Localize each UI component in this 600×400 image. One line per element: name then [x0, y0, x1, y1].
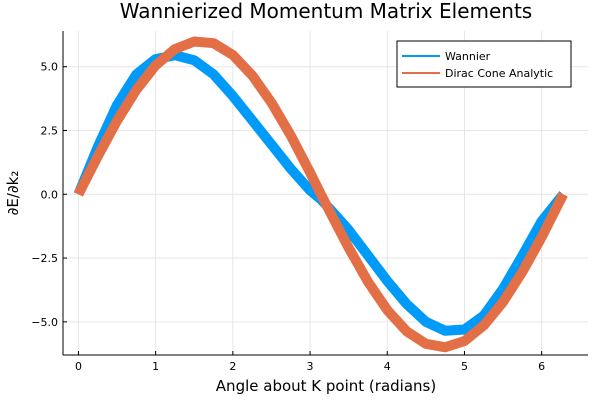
y-tick-label: −2.5 [31, 252, 58, 265]
y-tick-label: 2.5 [41, 124, 59, 137]
legend-box [396, 40, 572, 88]
x-tick-label: 5 [461, 360, 468, 373]
x-tick-label: 1 [152, 360, 159, 373]
ticks: 0 1 2 3 4 5 6 −5.0 −2.5 0.0 2.5 5.0 [31, 61, 545, 373]
chart-title: Wannierized Momentum Matrix Elements [120, 0, 532, 23]
y-tick-label: 0.0 [41, 188, 59, 201]
x-tick-label: 2 [229, 360, 236, 373]
y-tick-label: 5.0 [41, 61, 59, 74]
x-tick-label: 0 [75, 360, 82, 373]
series-dirac-line [73, 36, 568, 353]
legend-label-wannier: Wannier [445, 50, 491, 63]
y-axis-label: ∂E/∂k₂ [4, 171, 22, 216]
axes [62, 31, 588, 356]
legend: Wannier Dirac Cone Analytic [396, 40, 572, 88]
y-tick-label: −5.0 [31, 316, 58, 329]
x-axis-label: Angle about K point (radians) [216, 377, 436, 395]
x-tick-label: 4 [384, 360, 391, 373]
legend-label-dirac: Dirac Cone Analytic [445, 67, 553, 80]
x-tick-label: 6 [538, 360, 545, 373]
x-tick-label: 3 [307, 360, 314, 373]
series-layer [73, 36, 568, 353]
